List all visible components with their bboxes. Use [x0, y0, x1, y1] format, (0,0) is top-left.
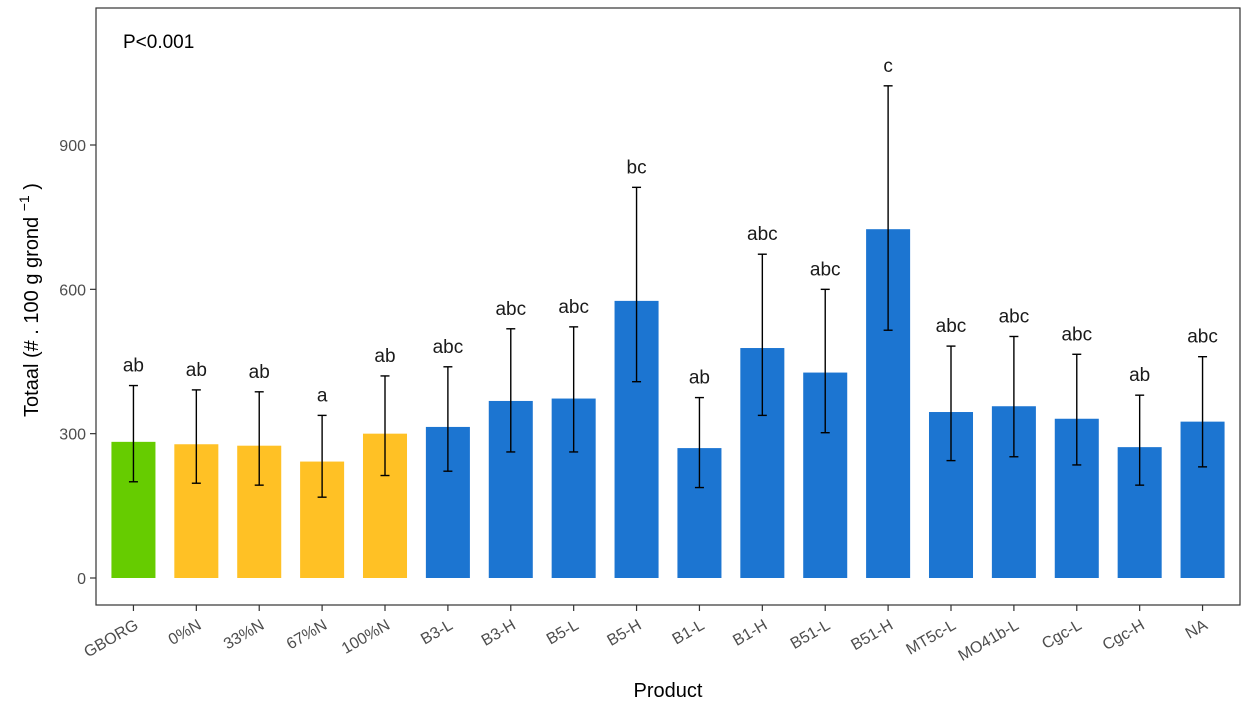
error-bar — [820, 288, 830, 434]
error-bar — [443, 366, 453, 472]
error-bar — [317, 414, 327, 498]
significance-label: a — [317, 385, 328, 406]
error-bar — [506, 328, 516, 453]
x-tick-label: NA — [1183, 617, 1211, 643]
x-tick-label: GBORG — [81, 617, 141, 662]
x-tick-label: Cgc-H — [1100, 617, 1148, 654]
error-bars-layer — [128, 85, 1208, 498]
error-bar — [883, 85, 893, 331]
x-tick-label: 33%N — [221, 617, 267, 654]
significance-label: abc — [810, 259, 841, 280]
error-bar — [254, 391, 264, 486]
error-bar — [1135, 394, 1145, 486]
significance-label: abc — [1187, 327, 1218, 348]
x-tick-label: MO41b-L — [956, 617, 1022, 665]
x-tick-label: 0%N — [166, 617, 205, 649]
x-tick-label: B1-H — [730, 617, 770, 650]
x-axis: GBORG 0%N 33%N 67%N 100%N B3-L B3-H B5-L B5-H B1-… — [81, 605, 1211, 665]
significance-label: bc — [627, 157, 647, 178]
error-bar — [946, 345, 956, 462]
significance-label: abc — [495, 299, 526, 320]
y-tick-label: 900 — [59, 138, 86, 155]
significance-label: ab — [374, 346, 395, 367]
error-bar — [1072, 353, 1082, 466]
x-tick-label: B5-L — [544, 617, 582, 649]
significance-label: ab — [249, 362, 270, 383]
x-tick-label: MT5c-L — [904, 617, 960, 659]
x-tick-label: B3-L — [418, 617, 456, 649]
error-bar — [380, 375, 390, 477]
significance-label: abc — [747, 224, 778, 245]
error-bar — [757, 253, 767, 417]
y-axis-title-main: Totaal (# . 100 g grond — [21, 217, 43, 417]
y-tick-label: 300 — [59, 427, 86, 444]
significance-label: abc — [999, 306, 1030, 327]
y-axis-title: Totaal (# . 100 g grond −1 ) — [12, 183, 43, 417]
significance-label: abc — [1061, 324, 1092, 345]
significance-label: ab — [186, 360, 207, 381]
x-tick-label: 67%N — [284, 617, 330, 654]
x-tick-label: 100%N — [339, 617, 393, 658]
error-bar — [1009, 335, 1019, 458]
panel-border — [95, 7, 1241, 606]
error-bar — [128, 384, 138, 483]
significance-label: abc — [936, 316, 967, 337]
y-tick-label: 600 — [59, 282, 86, 299]
significance-label: c — [883, 56, 893, 77]
p-value-annotation: P<0.001 — [123, 32, 194, 53]
x-tick-label: B5-H — [604, 617, 644, 650]
significance-labels-layer: ab ab ab a ab abc abc abc bc ab abc abc c abc abc abc ab… — [123, 56, 1218, 407]
significance-label: ab — [123, 356, 144, 377]
y-tick-label: 0 — [77, 571, 86, 588]
error-bar — [191, 389, 201, 484]
x-tick-label: B51-L — [788, 617, 834, 653]
error-bar — [694, 396, 704, 489]
x-tick-label: B3-H — [479, 617, 519, 650]
error-bar — [632, 186, 642, 383]
y-axis-title-exponent: −1 — [16, 195, 32, 211]
significance-label: ab — [1129, 365, 1150, 386]
x-tick-label: B51-H — [848, 617, 896, 654]
x-tick-label: B1-L — [670, 617, 708, 649]
error-bar — [1198, 355, 1208, 468]
significance-label: ab — [689, 368, 710, 389]
significance-label: abc — [558, 297, 589, 318]
error-bar — [569, 326, 579, 453]
x-axis-title: Product — [634, 680, 703, 702]
bars-layer — [111, 229, 1225, 578]
significance-label: abc — [433, 337, 464, 358]
y-axis: 0 300 600 900 — [59, 138, 96, 588]
y-axis-title-close: ) — [21, 183, 43, 190]
x-tick-label: Cgc-L — [1039, 617, 1085, 653]
